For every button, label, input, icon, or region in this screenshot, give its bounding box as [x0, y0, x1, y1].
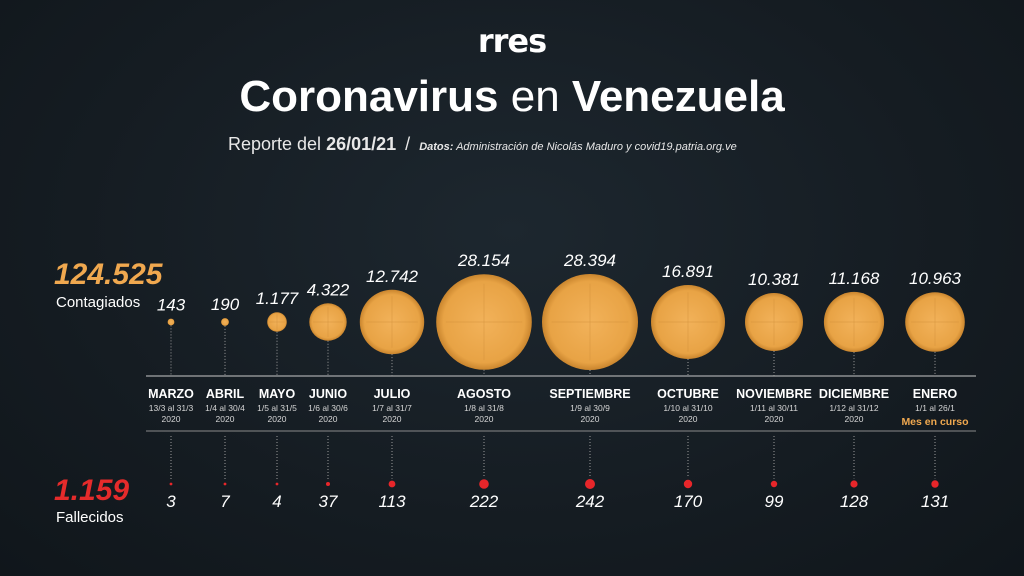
total-cases: 124.525 — [54, 258, 163, 291]
year-label: 2020 — [765, 414, 784, 424]
death-dot — [850, 480, 858, 488]
date-range-label: 1/10 al 31/10 — [663, 403, 712, 413]
total-deaths: 1.159 — [54, 474, 130, 507]
date-range-label: 1/1 al 26/1 — [915, 403, 955, 413]
case-value-label: 190 — [211, 295, 240, 314]
month-label: DICIEMBRE — [819, 387, 889, 401]
date-range-label: 1/7 al 31/7 — [372, 403, 412, 413]
date-range-label: 13/3 al 31/3 — [149, 403, 194, 413]
year-label: 2020 — [319, 414, 338, 424]
month-label: SEPTIEMBRE — [549, 387, 630, 401]
report-date: 26/01/21 — [326, 134, 397, 154]
death-dot — [585, 479, 595, 489]
death-dot — [275, 482, 279, 486]
death-dot — [683, 479, 693, 489]
case-bubble — [167, 318, 175, 326]
month-label: JULIO — [374, 387, 411, 401]
brand-logo: rres — [477, 22, 547, 60]
case-value-label: 16.891 — [662, 262, 714, 281]
death-value-label: 37 — [319, 492, 338, 511]
case-value-label: 11.168 — [829, 269, 880, 288]
death-value-label: 7 — [220, 492, 230, 511]
current-month-label: Mes en curso — [901, 416, 968, 428]
death-dot — [479, 479, 489, 489]
year-label: 2020 — [581, 414, 600, 424]
date-range-label: 1/4 al 30/4 — [205, 403, 245, 413]
title-part-1: Coronavirus — [239, 72, 499, 121]
title-part-2: en — [510, 72, 560, 121]
death-value-label: 99 — [765, 492, 784, 511]
death-dot — [326, 482, 330, 486]
title-part-3: Venezuela — [571, 72, 785, 121]
source-text: Administración de Nicolás Maduro y covid… — [456, 141, 737, 153]
month-label: ENERO — [913, 387, 958, 401]
date-range-label: 1/8 al 31/8 — [464, 403, 504, 413]
source-label: Datos: — [419, 141, 454, 153]
year-label: 2020 — [162, 414, 181, 424]
report-separator: / — [405, 134, 411, 154]
year-label: 2020 — [475, 414, 494, 424]
year-label: 2020 — [845, 414, 864, 424]
month-label: ABRIL — [206, 387, 245, 401]
death-value-label: 222 — [469, 492, 499, 511]
death-value-label: 4 — [272, 492, 281, 511]
month-label: OCTUBRE — [657, 387, 719, 401]
death-value-label: 128 — [840, 492, 869, 511]
case-value-label: 10.963 — [909, 269, 962, 288]
total-deaths-label: Fallecidos — [56, 509, 124, 526]
death-dot — [388, 480, 396, 488]
date-range-label: 1/9 al 30/9 — [570, 403, 610, 413]
death-dot — [169, 482, 173, 486]
report-line: Reporte del 26/01/21 / Datos: Administra… — [228, 134, 737, 155]
month-label: AGOSTO — [457, 387, 511, 401]
death-value-label: 3 — [166, 492, 176, 511]
death-dot — [931, 480, 939, 488]
case-value-label: 1.177 — [256, 289, 299, 308]
month-label: MAYO — [259, 387, 296, 401]
case-bubble — [221, 318, 229, 326]
case-value-label: 4.322 — [307, 280, 350, 299]
month-label: NOVIEMBRE — [736, 387, 812, 401]
year-label: 2020 — [268, 414, 287, 424]
death-value-label: 131 — [921, 492, 949, 511]
month-label: JUNIO — [309, 387, 347, 401]
death-value-label: 170 — [674, 492, 703, 511]
date-range-label: 1/6 al 30/6 — [308, 403, 348, 413]
case-value-label: 10.381 — [748, 270, 800, 289]
page-title: Coronavirus en Venezuela — [0, 72, 1024, 122]
total-cases-label: Contagiados — [56, 294, 141, 311]
case-value-label: 143 — [157, 296, 186, 315]
report-label: Reporte del — [228, 134, 322, 154]
source-note: Datos: Administración de Nicolás Maduro … — [419, 141, 737, 153]
death-dot — [770, 480, 778, 488]
date-range-label: 1/11 al 30/11 — [750, 403, 798, 413]
case-value-label: 28.394 — [563, 251, 616, 270]
death-value-label: 242 — [575, 492, 605, 511]
case-value-label: 12.742 — [366, 267, 419, 286]
death-dot — [223, 482, 227, 486]
case-value-label: 28.154 — [457, 251, 510, 270]
death-value-label: 113 — [378, 492, 406, 511]
date-range-label: 1/5 al 31/5 — [257, 403, 297, 413]
year-label: 2020 — [383, 414, 402, 424]
date-range-label: 1/12 al 31/12 — [829, 403, 878, 413]
month-label: MARZO — [148, 387, 194, 401]
year-label: 2020 — [216, 414, 235, 424]
year-label: 2020 — [679, 414, 698, 424]
